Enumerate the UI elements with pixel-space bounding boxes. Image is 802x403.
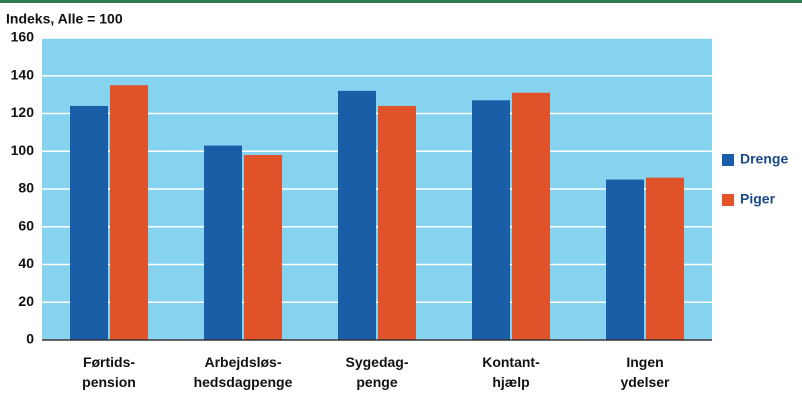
- y-tick-label: 0: [26, 331, 34, 347]
- bar: [378, 105, 416, 340]
- legend-label: Drenge: [740, 151, 788, 167]
- bar: [606, 179, 644, 340]
- y-tick-label: 140: [11, 66, 35, 82]
- x-tick-label: Førtids- pension: [82, 354, 136, 390]
- y-tick-label: 60: [18, 217, 34, 233]
- x-tick-label: Ingen ydelser: [620, 354, 670, 390]
- x-tick-label: Sygedag- penge: [345, 354, 409, 390]
- x-tick-label: Kontant- hjælp: [482, 354, 540, 390]
- bar: [70, 105, 108, 340]
- legend-swatch: [722, 194, 734, 206]
- bar: [338, 90, 376, 340]
- top-rule: [0, 0, 802, 3]
- bar: [646, 177, 684, 340]
- legend-swatch: [722, 154, 734, 166]
- bar: [472, 100, 510, 340]
- y-tick-label: 160: [11, 29, 35, 45]
- legend-label: Piger: [740, 191, 776, 207]
- y-tick-label: 120: [11, 104, 35, 120]
- bar: [512, 92, 550, 340]
- y-tick-label: 40: [18, 255, 34, 271]
- x-tick-label: Arbejdsløs- hedsdagpenge: [193, 354, 293, 390]
- y-axis-title: Indeks, Alle = 100: [6, 11, 123, 27]
- bar: [110, 85, 148, 340]
- bar: [204, 145, 242, 340]
- y-tick-label: 20: [18, 293, 34, 309]
- y-tick-label: 100: [11, 142, 35, 158]
- y-tick-label: 80: [18, 180, 34, 196]
- bar: [244, 155, 282, 340]
